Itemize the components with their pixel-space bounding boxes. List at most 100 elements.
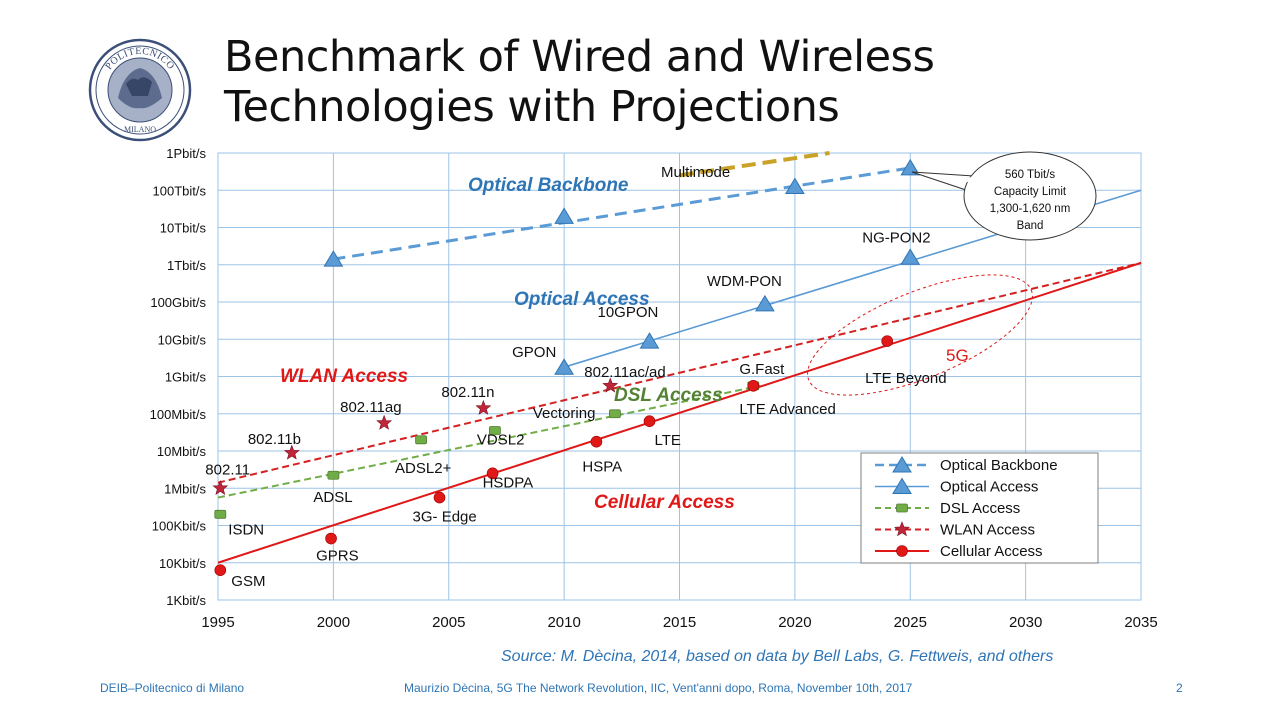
data-label-wlan: 802.11ag <box>340 399 401 416</box>
marker-optical_access <box>754 294 775 312</box>
trend-cellular <box>217 261 1142 564</box>
x-tick-label: 2025 <box>894 614 927 631</box>
x-tick-label: 1995 <box>201 614 234 631</box>
x-tick-label: 2015 <box>663 614 696 631</box>
x-tick-label: 2000 <box>317 614 350 631</box>
data-label-optical_access: NG-PON2 <box>862 229 930 246</box>
marker-cellular <box>433 491 446 504</box>
data-label-optical_access: WDM-PON <box>707 273 782 290</box>
y-tick-label: 10Tbit/s <box>160 221 207 236</box>
politecnico-logo: POLITECNICO MILANO <box>88 38 192 142</box>
legend-label: Optical Backbone <box>940 457 1058 474</box>
annotations: Multimode 5G 560 Tbit/s Capacity Limit 1,300… <box>661 151 1097 396</box>
chart-grid <box>217 152 1142 601</box>
callout-text-line: Capacity Limit <box>994 186 1067 198</box>
data-label-dsl: VDSL2 <box>477 432 525 449</box>
data-label-cellular: HSPA <box>582 459 622 476</box>
y-tick-label: 1Mbit/s <box>164 481 206 496</box>
source-note: Source: M. Dècina, 2014, based on data b… <box>501 648 1054 665</box>
data-label-cellular: LTE <box>655 432 681 449</box>
y-tick-label: 1Pbit/s <box>166 146 206 161</box>
marker-optical_backbone <box>900 158 921 176</box>
callout-text-line: 560 Tbit/s <box>1005 169 1056 181</box>
marker-cellular <box>590 435 603 448</box>
data-label-dsl: ADSL2+ <box>395 460 452 477</box>
category-label: WLAN Access <box>280 366 408 387</box>
data-label-dsl: Vectoring <box>533 405 596 422</box>
legend-marker-wlan <box>894 521 910 537</box>
marker-optical_access <box>639 332 660 349</box>
data-label-dsl: ISDN <box>228 521 264 538</box>
marker-dsl <box>608 409 621 419</box>
marker-wlan <box>376 414 393 430</box>
slide-title: Benchmark of Wired and Wireless Technolo… <box>224 32 1124 132</box>
data-label-dsl: G.Fast <box>739 361 785 378</box>
data-label-optical_access: 10GPON <box>598 304 659 321</box>
title-line-2: Technologies with Projections <box>224 82 840 132</box>
data-label-cellular: LTE Beyond <box>865 370 946 387</box>
logo-text-bottom: MILANO <box>124 125 156 134</box>
data-label-wlan: 802.11 <box>205 461 250 478</box>
marker-cellular <box>325 532 337 545</box>
y-tick-label: 10Mbit/s <box>157 444 207 459</box>
5g-ellipse <box>807 274 1033 396</box>
footer-left: DEIB–Politecnico di Milano <box>100 681 245 695</box>
category-label: Optical Access <box>514 289 650 310</box>
data-label-dsl: ADSL <box>313 489 352 506</box>
marker-optical_backbone <box>554 207 575 224</box>
callout-text-line: Band <box>1017 220 1044 232</box>
y-tick-label: 100Tbit/s <box>153 183 207 198</box>
trend-dsl <box>217 384 761 499</box>
marker-wlan <box>212 479 229 495</box>
data-labels: GPON 10GPON WDM-PON NG-PON2 ISDN ADSL ADSL2+ VD… <box>205 229 946 590</box>
trend-multimode <box>679 151 830 178</box>
title-line-1: Benchmark of Wired and Wireless <box>224 32 935 82</box>
y-tick-label: 1Kbit/s <box>166 593 206 608</box>
legend-marker-optical_access <box>892 477 912 494</box>
legend-label: WLAN Access <box>940 522 1035 539</box>
x-tick-label: 2035 <box>1124 614 1157 631</box>
marker-cellular <box>214 564 227 577</box>
benchmark-chart: 1Kbit/s 10Kbit/s 100Kbit/s 1Mbit/s 10Mbit/s 1… <box>150 146 1158 631</box>
x-tick-label: 2005 <box>432 614 465 631</box>
x-tick-label: 2030 <box>1009 614 1042 631</box>
marker-cellular <box>486 467 499 480</box>
legend-marker-cellular <box>896 545 908 557</box>
data-label-cellular: GSM <box>231 573 265 590</box>
marker-wlan <box>475 399 492 415</box>
marker-dsl <box>488 426 501 435</box>
data-label-optical_access: GPON <box>512 344 556 361</box>
5g-label: 5G <box>946 346 969 365</box>
marker-wlan <box>602 377 619 393</box>
axis-ticks: 1Kbit/s 10Kbit/s 100Kbit/s 1Mbit/s 10Mbit/s 1… <box>150 146 1158 631</box>
category-label: DSL Access <box>614 385 723 406</box>
marker-optical_backbone <box>784 177 805 195</box>
marker-cellular <box>643 415 656 428</box>
marker-cellular <box>747 380 760 392</box>
y-tick-label: 1Gbit/s <box>165 370 207 385</box>
multimode-label: Multimode <box>661 164 730 181</box>
data-label-cellular: HSDPA <box>483 474 534 491</box>
callout-text-line: 1,300-1,620 nm <box>990 203 1071 215</box>
callout-joint <box>964 174 976 184</box>
chart-legend: Optical Backbone Optical Access DSL Access… <box>860 452 1099 564</box>
y-tick-label: 1Tbit/s <box>167 258 207 273</box>
trend-wlan <box>217 261 1142 484</box>
data-markers <box>212 158 921 577</box>
legend-marker-dsl <box>896 503 908 513</box>
x-tick-label: 2020 <box>778 614 811 631</box>
legend-label: Cellular Access <box>940 543 1043 560</box>
legend-marker-optical_backbone <box>892 456 912 473</box>
x-tick-label: 2010 <box>547 614 580 631</box>
marker-dsl <box>214 509 227 519</box>
marker-optical_access <box>554 358 575 375</box>
y-tick-label: 100Gbit/s <box>150 295 206 310</box>
callout-pointer <box>911 171 975 191</box>
data-label-cellular: GPRS <box>316 548 359 565</box>
marker-cellular <box>881 335 893 347</box>
data-label-wlan: 802.11b <box>248 431 301 448</box>
category-labels: Optical Backbone Optical Access WLAN Acces… <box>280 175 735 513</box>
data-label-cellular: 3G- Edge <box>413 509 477 526</box>
capacity-callout <box>963 151 1097 241</box>
footer-center: Maurizio Dècina, 5G The Network Revoluti… <box>404 681 913 695</box>
